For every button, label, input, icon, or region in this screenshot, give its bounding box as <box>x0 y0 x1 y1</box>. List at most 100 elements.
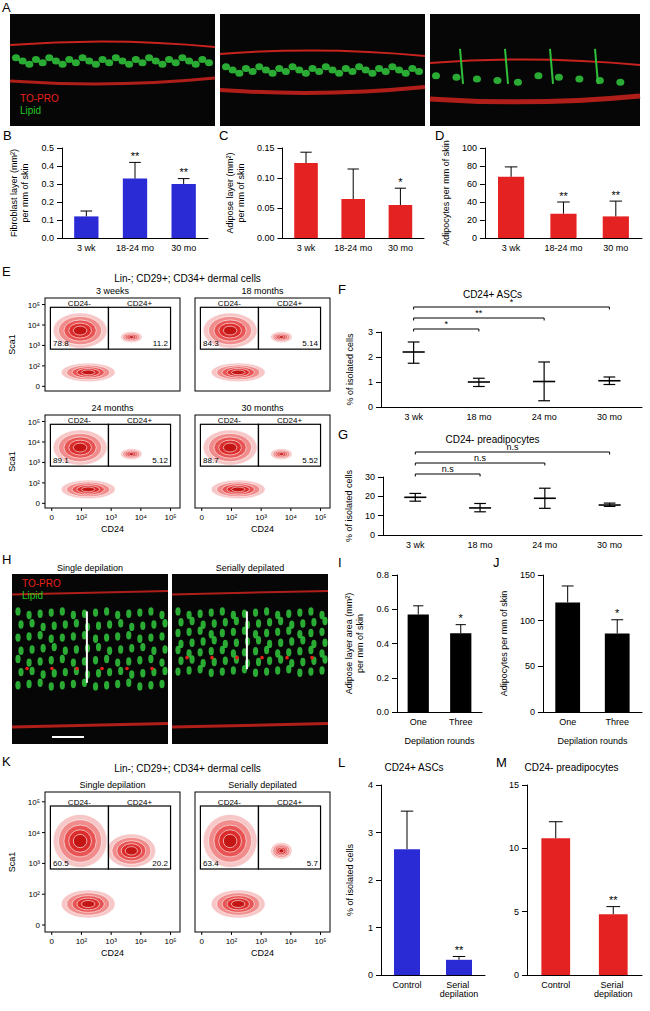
svg-text:100: 100 <box>520 616 535 626</box>
svg-text:CD24+: CD24+ <box>277 416 302 425</box>
svg-text:CD24+: CD24+ <box>127 299 152 308</box>
svg-text:4: 4 <box>368 780 373 790</box>
svg-text:10⁴: 10⁴ <box>28 438 41 447</box>
svg-text:*: * <box>444 319 448 329</box>
svg-text:20.2: 20.2 <box>152 859 168 868</box>
svg-text:*: * <box>398 176 403 188</box>
svg-text:0: 0 <box>200 937 205 946</box>
svg-text:0: 0 <box>36 382 41 391</box>
svg-text:Serially depilated: Serially depilated <box>228 780 297 790</box>
svg-text:Three: Three <box>449 717 473 727</box>
svg-text:10²: 10² <box>76 513 88 522</box>
svg-text:24 mo: 24 mo <box>532 540 557 550</box>
svg-text:CD24: CD24 <box>101 948 124 958</box>
svg-text:10³: 10³ <box>105 937 117 946</box>
svg-text:10³: 10³ <box>255 937 267 946</box>
svg-text:**: ** <box>131 150 140 162</box>
svg-text:10²: 10² <box>28 362 40 371</box>
svg-text:0: 0 <box>50 937 55 946</box>
svg-text:5.12: 5.12 <box>152 456 168 465</box>
svg-text:0.00: 0.00 <box>257 233 275 243</box>
svg-text:Single depilation: Single depilation <box>57 563 123 573</box>
svg-text:CD24+ ASCs: CD24+ ASCs <box>463 289 522 300</box>
svg-text:% of isolated cells: % of isolated cells <box>344 469 354 542</box>
svg-text:10³: 10³ <box>255 513 267 522</box>
svg-text:depilation: depilation <box>440 989 479 999</box>
svg-text:80: 80 <box>467 161 477 171</box>
svg-text:20: 20 <box>365 491 375 501</box>
svg-text:10²: 10² <box>28 479 40 488</box>
svg-text:Adipocytes per mm of skin: Adipocytes per mm of skin <box>499 591 509 697</box>
svg-text:10⁵: 10⁵ <box>314 513 326 522</box>
svg-text:0.0: 0.0 <box>41 233 54 243</box>
svg-text:10⁴: 10⁴ <box>285 513 298 522</box>
svg-text:Control: Control <box>541 980 570 990</box>
svg-text:Lin-; CD29+; CD34+ dermal cell: Lin-; CD29+; CD34+ dermal cells <box>114 273 261 284</box>
svg-text:**: ** <box>559 190 568 202</box>
svg-text:G: G <box>338 427 348 442</box>
svg-text:10⁵: 10⁵ <box>314 937 326 946</box>
svg-text:CD24-: CD24- <box>68 416 91 425</box>
svg-text:CD24: CD24 <box>251 524 274 534</box>
svg-text:10⁵: 10⁵ <box>28 798 40 807</box>
svg-text:40: 40 <box>467 197 477 207</box>
svg-text:63.4: 63.4 <box>203 859 219 868</box>
svg-text:3 wk: 3 wk <box>404 412 423 422</box>
svg-text:10²: 10² <box>28 890 40 899</box>
svg-text:**: ** <box>609 894 618 906</box>
svg-text:18-24 mo: 18-24 mo <box>544 243 582 253</box>
svg-text:C: C <box>219 128 228 143</box>
svg-text:10⁴: 10⁴ <box>135 937 148 946</box>
svg-text:1: 1 <box>368 377 373 387</box>
svg-text:0: 0 <box>50 513 55 522</box>
svg-text:Sca1: Sca1 <box>7 451 17 472</box>
svg-text:I: I <box>338 555 342 570</box>
svg-text:24 months: 24 months <box>91 403 134 413</box>
svg-text:30 mo: 30 mo <box>171 243 196 253</box>
svg-text:5.7: 5.7 <box>307 859 319 868</box>
svg-text:CD24-: CD24- <box>218 416 241 425</box>
svg-text:2: 2 <box>368 875 373 885</box>
svg-text:18 mo: 18 mo <box>466 412 491 422</box>
svg-text:5.52: 5.52 <box>302 456 318 465</box>
svg-text:0.2: 0.2 <box>41 197 54 207</box>
svg-text:10: 10 <box>365 511 375 521</box>
svg-text:3: 3 <box>368 828 373 838</box>
svg-text:Serially depilated: Serially depilated <box>216 563 285 573</box>
svg-text:10²: 10² <box>76 937 88 946</box>
svg-text:0: 0 <box>530 707 535 717</box>
svg-text:Depilation rounds: Depilation rounds <box>404 736 475 746</box>
svg-text:88.7: 88.7 <box>203 456 219 465</box>
svg-text:50: 50 <box>525 661 535 671</box>
svg-text:CD24+ ASCs: CD24+ ASCs <box>384 762 443 773</box>
svg-text:84.3: 84.3 <box>203 339 219 348</box>
svg-text:% of isolated cells: % of isolated cells <box>345 843 355 916</box>
svg-text:Lin-; CD29+; CD34+ dermal cell: Lin-; CD29+; CD34+ dermal cells <box>114 763 261 774</box>
svg-text:Three: Three <box>605 717 629 727</box>
svg-text:J: J <box>493 555 500 570</box>
svg-text:18-24 mo: 18-24 mo <box>116 243 154 253</box>
svg-text:18 mo: 18 mo <box>468 540 493 550</box>
svg-text:1: 1 <box>368 923 373 933</box>
svg-text:100: 100 <box>462 143 477 153</box>
svg-text:10²: 10² <box>226 513 238 522</box>
svg-text:0.2: 0.2 <box>376 673 389 683</box>
svg-text:89.1: 89.1 <box>53 456 69 465</box>
svg-text:3 wk: 3 wk <box>77 243 96 253</box>
svg-text:One: One <box>559 717 576 727</box>
svg-text:0: 0 <box>514 970 519 980</box>
svg-text:60: 60 <box>467 179 477 189</box>
svg-text:0: 0 <box>36 921 41 930</box>
svg-text:78.8: 78.8 <box>53 339 69 348</box>
svg-text:CD24-: CD24- <box>68 798 91 807</box>
svg-text:0: 0 <box>200 513 205 522</box>
svg-text:0.4: 0.4 <box>376 639 389 649</box>
svg-text:0.4: 0.4 <box>41 161 54 171</box>
svg-text:E: E <box>2 264 11 279</box>
svg-text:10⁴: 10⁴ <box>285 937 298 946</box>
svg-text:K: K <box>2 754 11 769</box>
svg-text:Single depilation: Single depilation <box>79 780 145 790</box>
svg-text:F: F <box>338 282 346 297</box>
svg-text:0.05: 0.05 <box>257 203 275 213</box>
svg-text:11.2: 11.2 <box>153 339 169 348</box>
